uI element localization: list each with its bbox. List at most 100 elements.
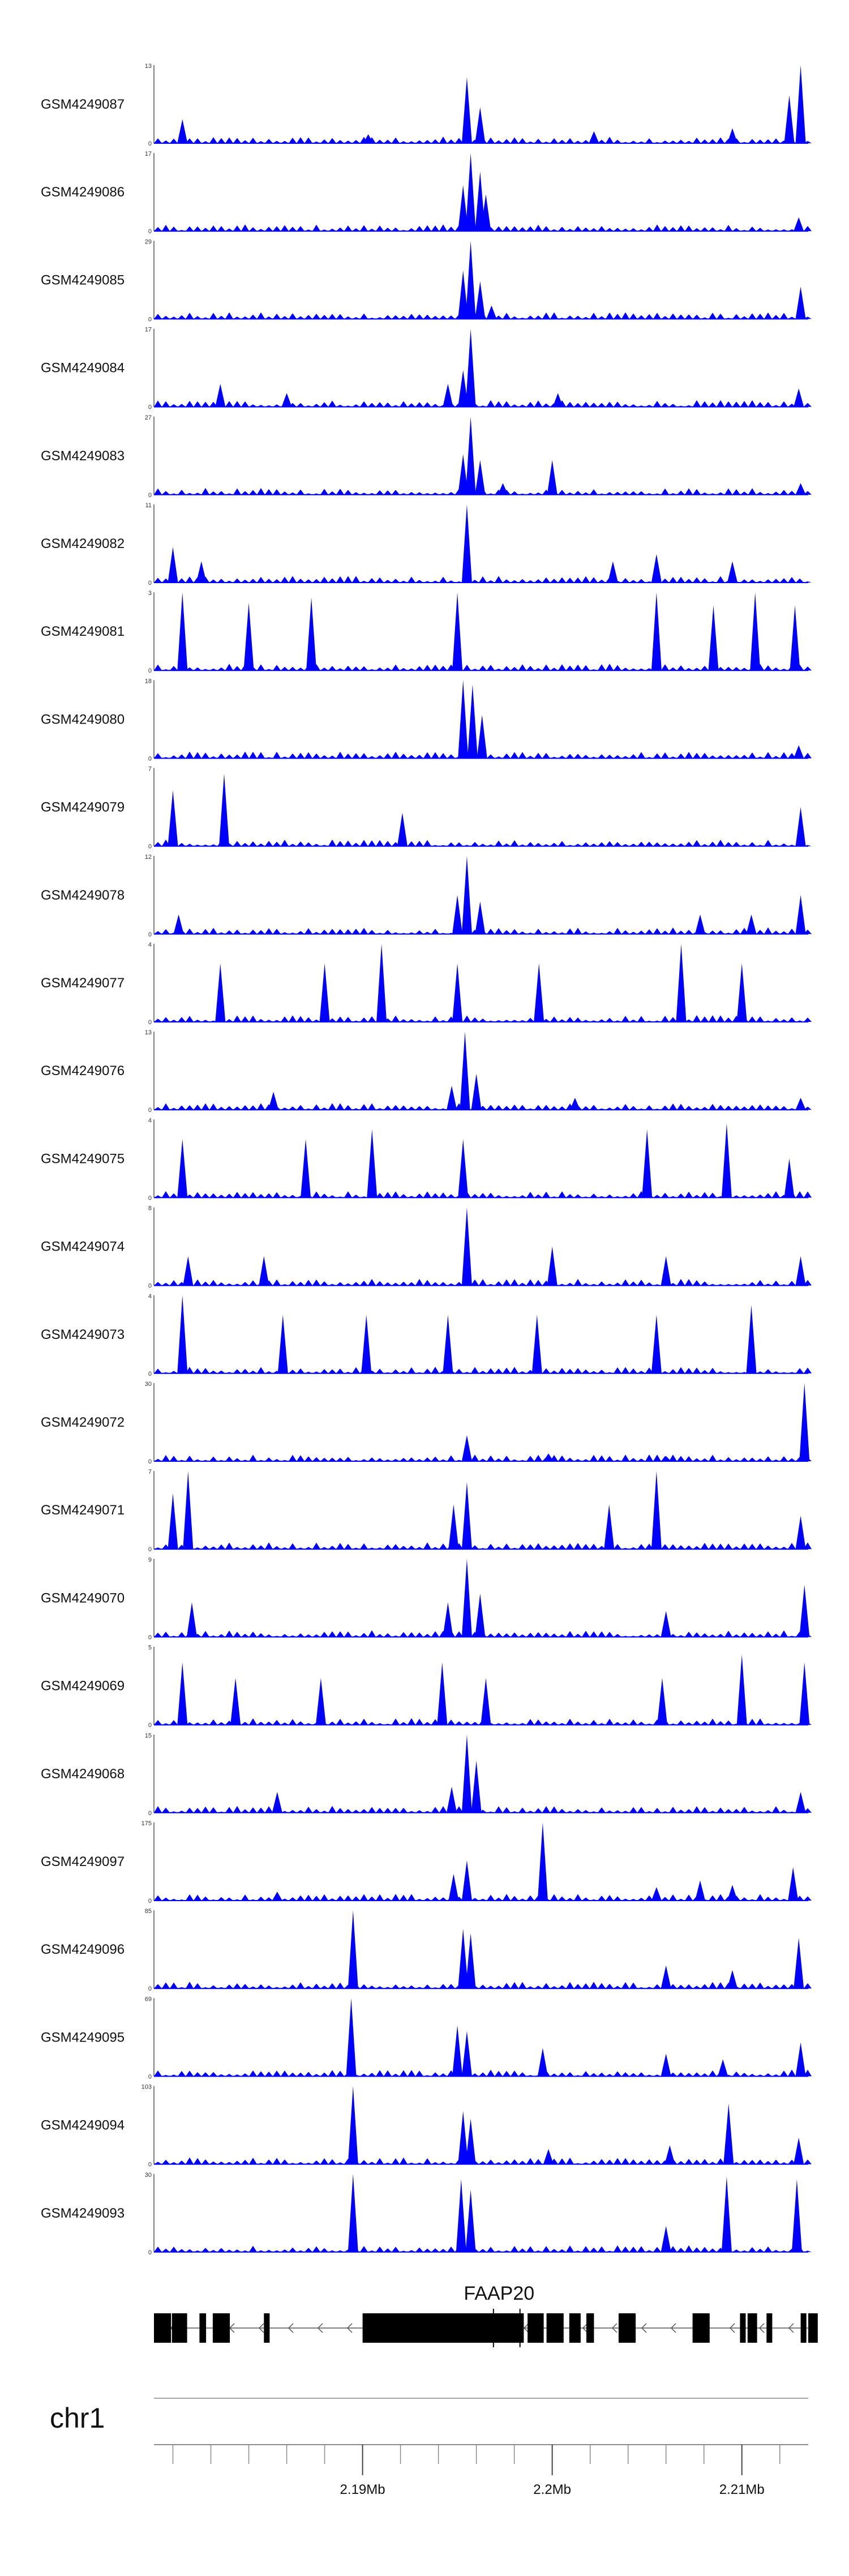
signal-background (154, 576, 812, 583)
track-GSM4249071: GSM4249071 7 0 (41, 1469, 812, 1553)
track-label: GSM4249076 (41, 1063, 125, 1079)
signal-peak (721, 1123, 732, 1198)
gene-exon (528, 2313, 544, 2343)
track-label: GSM4249082 (41, 536, 125, 551)
gene-exon (362, 2313, 524, 2343)
y-min-tick: 0 (148, 1371, 152, 1377)
x-tick-label: 2.2Mb (533, 2482, 571, 2497)
signal-peak (448, 1873, 459, 1901)
signal-peak (664, 2145, 675, 2164)
strand-arrow (523, 2323, 529, 2333)
track-label: GSM4249093 (41, 2206, 125, 2221)
signal-peak (795, 1098, 806, 1110)
signal-peak (795, 2042, 806, 2077)
signal-peak (230, 1678, 241, 1725)
signal-peak (177, 1662, 188, 1725)
signal-peak (461, 1734, 472, 1813)
signal-background (154, 2245, 812, 2252)
track-label: GSM4249072 (41, 1415, 125, 1430)
signal-peak (477, 714, 487, 759)
track-GSM4249074: GSM4249074 8 0 (41, 1205, 812, 1290)
signal-peak (187, 1602, 197, 1637)
signal-peak (215, 384, 226, 407)
signal-peak (661, 2226, 671, 2252)
y-min-tick: 0 (148, 228, 152, 235)
track-GSM4249097: GSM4249097 175 0 (41, 1820, 812, 1905)
signal-peak (458, 1139, 469, 1198)
signal-peak (736, 963, 747, 1022)
signal-peak (458, 1928, 469, 1989)
y-max-tick: 5 (148, 1645, 152, 1651)
gene-exon (618, 2313, 636, 2343)
signal-peak (534, 963, 544, 1022)
signal-peak (447, 1786, 457, 1813)
signal-peak (794, 2137, 804, 2164)
signal-peak (736, 1654, 747, 1725)
signal-peak (471, 1073, 482, 1110)
signal-peak (301, 1139, 311, 1198)
y-max-tick: 18 (145, 678, 152, 684)
signal-peak (461, 504, 472, 583)
y-min-tick: 0 (148, 2073, 152, 2080)
signal-peak (750, 592, 761, 671)
signal-peak (799, 1383, 810, 1461)
signal-peak (196, 561, 207, 583)
track-GSM4249096: GSM4249096 85 0 (41, 1908, 812, 1992)
gene-exon (692, 2313, 710, 2343)
signal-background (154, 664, 812, 671)
strand-arrow (729, 2323, 735, 2333)
signal-peak (651, 1887, 662, 1901)
track-label: GSM4249069 (41, 1679, 125, 1694)
y-min-tick: 0 (148, 931, 152, 938)
signal-peak (183, 1256, 194, 1286)
signal-peak (361, 1315, 372, 1373)
track-label: GSM4249083 (41, 448, 125, 464)
signal-peak (795, 286, 806, 319)
signal-peak (465, 2119, 476, 2164)
y-min-tick: 0 (148, 404, 152, 411)
signal-peak (661, 2053, 671, 2077)
track-label: GSM4249085 (41, 272, 125, 288)
gene-exon (800, 2313, 807, 2343)
signal-peak (272, 1892, 282, 1901)
signal-peak (481, 194, 491, 232)
signal-peak (552, 393, 563, 407)
signal-peak (794, 388, 804, 407)
y-max-tick: 17 (145, 151, 152, 157)
signal-background (154, 1982, 812, 1989)
signal-background (154, 1279, 812, 1286)
y-min-tick: 0 (148, 140, 152, 147)
track-GSM4249087: GSM4249087 13 0 (41, 63, 812, 147)
signal-peak (799, 1585, 810, 1637)
signal-background (154, 1542, 812, 1550)
signal-peak (727, 128, 737, 143)
signal-peak (168, 1493, 178, 1550)
signal-peak (651, 592, 662, 671)
track-label: GSM4249084 (41, 361, 125, 376)
track-GSM4249086: GSM4249086 17 0 (41, 151, 812, 235)
track-label: GSM4249096 (41, 1942, 125, 1957)
signal-peak (461, 1207, 472, 1286)
strand-arrow (788, 2323, 794, 2333)
gene-exon (264, 2313, 270, 2343)
signal-peak (727, 1885, 737, 1901)
signal-peak (306, 597, 317, 671)
gene-exon (154, 2313, 171, 2343)
signal-peak (537, 2048, 548, 2077)
strand-arrow (317, 2323, 323, 2333)
track-GSM4249094: GSM4249094 103 0 (41, 2084, 812, 2168)
track-GSM4249082: GSM4249082 11 0 (41, 502, 812, 587)
y-max-tick: 8 (148, 1205, 152, 1212)
signal-peak (607, 561, 618, 583)
signal-peak (651, 1315, 662, 1373)
x-tick-label: 2.21Mb (719, 2482, 765, 2497)
track-label: GSM4249074 (41, 1239, 125, 1255)
track-GSM4249077: GSM4249077 4 0 (41, 942, 812, 1026)
signal-peak (790, 605, 800, 671)
signal-peak (784, 1158, 795, 1198)
y-max-tick: 4 (148, 1117, 152, 1124)
signal-peak (465, 241, 476, 319)
y-max-tick: 12 (145, 854, 152, 861)
gene-exon (199, 2313, 207, 2343)
